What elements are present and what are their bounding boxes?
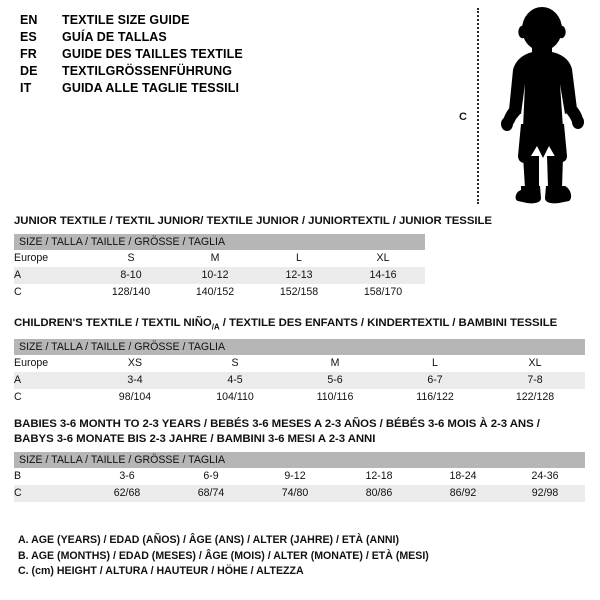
language-header: EN TEXTILE SIZE GUIDE ES GUÍA DE TALLAS … xyxy=(20,12,440,97)
babies-band-label: SIZE / TALLA / TAILLE / GRÖSSE / TAGLIA xyxy=(14,452,586,468)
table-cell: 14-16 xyxy=(341,267,426,284)
table-header-band: SIZE / TALLA / TAILLE / GRÖSSE / TAGLIA xyxy=(14,452,586,468)
table-cell: 9-12 xyxy=(253,468,337,485)
table-cell: 152/158 xyxy=(257,284,341,301)
table-cell: 104/110 xyxy=(185,389,285,407)
table-row: C 98/104 104/110 110/116 116/122 122/128 xyxy=(14,389,586,407)
table-cell: 7-8 xyxy=(485,372,586,390)
babies-size-table: SIZE / TALLA / TAILLE / GRÖSSE / TAGLIA … xyxy=(14,452,586,502)
section-childrens-textile: CHILDREN'S TEXTILE / TEXTIL NIÑO/A / TEX… xyxy=(14,316,586,407)
table-row: C 62/68 68/74 74/80 80/86 86/92 92/98 xyxy=(14,485,586,502)
table-cell: 6-9 xyxy=(169,468,253,485)
junior-size-table: SIZE / TALLA / TAILLE / GRÖSSE / TAGLIA … xyxy=(14,234,426,301)
table-cell: XS xyxy=(85,355,185,373)
height-measurement-figure: C xyxy=(455,6,595,206)
legend-block: A. AGE (YEARS) / EDAD (AÑOS) / ÂGE (ANS)… xyxy=(18,533,578,580)
table-cell: 12-18 xyxy=(337,468,421,485)
row-label: C xyxy=(14,284,89,301)
row-label: A xyxy=(14,267,89,284)
table-cell: 80/86 xyxy=(337,485,421,502)
language-code: DE xyxy=(20,64,38,78)
table-row: B 3-6 6-9 9-12 12-18 18-24 24-36 xyxy=(14,468,586,485)
children-title-subscript: /A xyxy=(211,322,220,332)
table-header-band: SIZE / TALLA / TAILLE / GRÖSSE / TAGLIA xyxy=(14,234,426,250)
language-row: IT GUIDA ALLE TAGLIE TESSILI xyxy=(20,80,440,97)
babies-section-title-line1: BABIES 3-6 MONTH TO 2-3 YEARS / BEBÉS 3-… xyxy=(14,418,540,430)
language-code: FR xyxy=(20,47,37,61)
table-cell: 8-10 xyxy=(89,267,173,284)
child-silhouette-icon xyxy=(487,6,595,206)
table-cell: XL xyxy=(485,355,586,373)
legend-row-c: C. (cm) HEIGHT / ALTURA / HAUTEUR / HÖHE… xyxy=(18,565,304,577)
row-label: B xyxy=(14,468,85,485)
table-cell: 86/92 xyxy=(421,485,505,502)
row-label: Europe xyxy=(14,355,85,373)
language-row: ES GUÍA DE TALLAS xyxy=(20,29,440,46)
table-cell: L xyxy=(385,355,485,373)
table-cell: 4-5 xyxy=(185,372,285,390)
height-dashed-line xyxy=(477,8,479,204)
table-cell: 12-13 xyxy=(257,267,341,284)
table-cell: 68/74 xyxy=(169,485,253,502)
table-cell: XL xyxy=(341,250,426,267)
row-label: C xyxy=(14,389,85,407)
table-cell: S xyxy=(89,250,173,267)
table-cell: 98/104 xyxy=(85,389,185,407)
table-cell: 92/98 xyxy=(505,485,586,502)
language-title: GUÍA DE TALLAS xyxy=(62,30,167,44)
section-junior-textile: JUNIOR TEXTILE / TEXTIL JUNIOR/ TEXTILE … xyxy=(14,214,492,301)
table-cell: 140/152 xyxy=(173,284,257,301)
row-label: A xyxy=(14,372,85,390)
table-cell: M xyxy=(285,355,385,373)
children-section-title: CHILDREN'S TEXTILE / TEXTIL NIÑO/A / TEX… xyxy=(14,316,585,334)
table-cell: M xyxy=(173,250,257,267)
babies-section-title-line2: BABYS 3-6 MONATE BIS 2-3 JAHRE / BAMBINI… xyxy=(14,433,376,445)
language-code: IT xyxy=(20,81,32,95)
table-cell: 158/170 xyxy=(341,284,426,301)
table-cell: 6-7 xyxy=(385,372,485,390)
children-size-table: SIZE / TALLA / TAILLE / GRÖSSE / TAGLIA … xyxy=(14,339,586,407)
junior-band-label: SIZE / TALLA / TAILLE / GRÖSSE / TAGLIA xyxy=(14,234,426,250)
table-cell: 128/140 xyxy=(89,284,173,301)
table-cell: S xyxy=(185,355,285,373)
table-row: C 128/140 140/152 152/158 158/170 xyxy=(14,284,426,301)
row-label: Europe xyxy=(14,250,89,267)
table-cell: 110/116 xyxy=(285,389,385,407)
language-code: ES xyxy=(20,30,37,44)
table-row: A 3-4 4-5 5-6 6-7 7-8 xyxy=(14,372,586,390)
table-row: A 8-10 10-12 12-13 14-16 xyxy=(14,267,426,284)
table-cell: 74/80 xyxy=(253,485,337,502)
table-cell: 3-4 xyxy=(85,372,185,390)
table-cell: 18-24 xyxy=(421,468,505,485)
table-cell: 62/68 xyxy=(85,485,169,502)
legend-row-b: B. AGE (MONTHS) / EDAD (MESES) / ÂGE (MO… xyxy=(18,549,429,562)
table-row: Europe XS S M L XL xyxy=(14,355,586,373)
language-code: EN xyxy=(20,13,38,27)
language-row: EN TEXTILE SIZE GUIDE xyxy=(20,12,440,29)
language-title: TEXTILGRÖSSENFÜHRUNG xyxy=(62,64,233,78)
height-measure-label: C xyxy=(459,111,467,123)
table-cell: 116/122 xyxy=(385,389,485,407)
language-row: DE TEXTILGRÖSSENFÜHRUNG xyxy=(20,63,440,80)
table-cell: 24-36 xyxy=(505,468,586,485)
row-label: C xyxy=(14,485,85,502)
table-cell: 5-6 xyxy=(285,372,385,390)
children-title-pre: CHILDREN'S TEXTILE / TEXTIL NIÑO xyxy=(14,317,212,329)
language-row: FR GUIDE DES TAILLES TEXTILE xyxy=(20,46,440,63)
junior-section-title: JUNIOR TEXTILE / TEXTIL JUNIOR/ TEXTILE … xyxy=(14,215,492,227)
table-header-band: SIZE / TALLA / TAILLE / GRÖSSE / TAGLIA xyxy=(14,339,586,356)
children-title-post: / TEXTILE DES ENFANTS / KINDERTEXTIL / B… xyxy=(219,317,558,329)
section-babies-textile: BABIES 3-6 MONTH TO 2-3 YEARS / BEBÉS 3-… xyxy=(14,417,586,502)
children-band-label: SIZE / TALLA / TAILLE / GRÖSSE / TAGLIA xyxy=(14,339,586,356)
table-cell: 10-12 xyxy=(173,267,257,284)
table-cell: 3-6 xyxy=(85,468,169,485)
table-cell: L xyxy=(257,250,341,267)
language-title: GUIDE DES TAILLES TEXTILE xyxy=(62,47,243,61)
language-title: TEXTILE SIZE GUIDE xyxy=(62,13,190,27)
legend-row-a: A. AGE (YEARS) / EDAD (AÑOS) / ÂGE (ANS)… xyxy=(18,534,399,546)
table-cell: 122/128 xyxy=(485,389,586,407)
table-row: Europe S M L XL xyxy=(14,250,426,267)
language-title: GUIDA ALLE TAGLIE TESSILI xyxy=(62,81,240,95)
